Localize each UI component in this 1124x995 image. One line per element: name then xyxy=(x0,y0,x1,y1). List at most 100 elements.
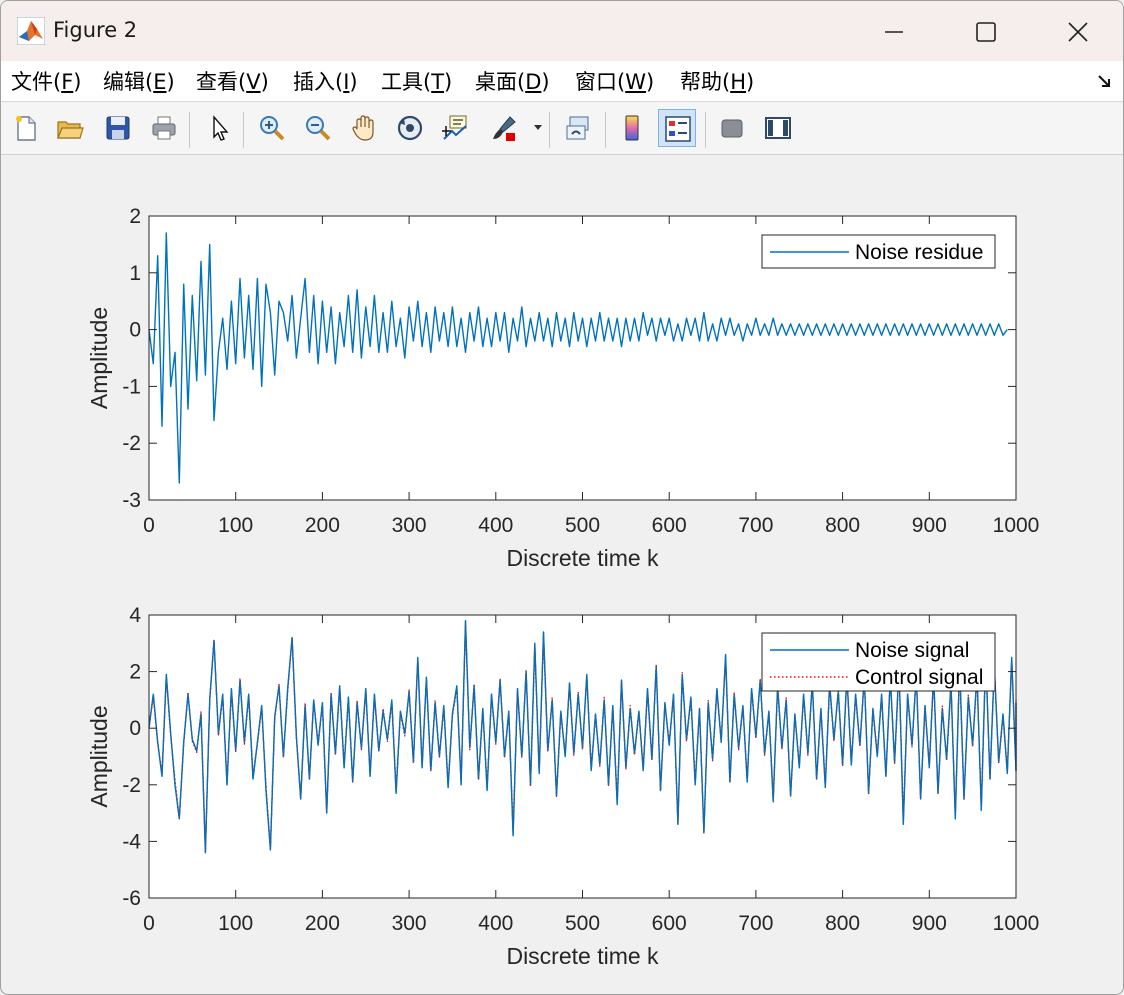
menu-insert[interactable]: 插入(I) xyxy=(293,70,358,94)
open-file-button[interactable] xyxy=(51,109,89,147)
menu-view[interactable]: 查看(V) xyxy=(196,70,269,94)
menu-file[interactable]: 文件(F) xyxy=(11,70,82,94)
y-tick-label: -3 xyxy=(122,489,141,512)
x-tick-label: 700 xyxy=(738,514,773,537)
brush-button[interactable] xyxy=(485,109,523,147)
x-tick-label: 300 xyxy=(392,912,427,935)
figure-toolbar xyxy=(1,101,1123,155)
toolbar-separator xyxy=(549,112,550,148)
legend: Noise signal Control signal xyxy=(761,632,996,692)
colorbar-button[interactable] xyxy=(613,109,651,147)
save-button[interactable] xyxy=(99,109,137,147)
link-plot-button[interactable] xyxy=(559,109,597,147)
legend-box xyxy=(761,632,996,692)
x-tick-label: 700 xyxy=(738,912,773,935)
colorbar-icon xyxy=(625,115,639,141)
new-figure-icon xyxy=(16,116,36,141)
show-plot-tools-icon xyxy=(765,117,791,139)
x-tick-label: 1000 xyxy=(993,514,1040,537)
hide-plot-tools-icon xyxy=(721,119,743,138)
new-figure-button[interactable] xyxy=(7,109,45,147)
axes-1: 0 100 200 300 400 500 600 700 800 900 1000 -3 -2 -1 0 1… xyxy=(86,205,1039,571)
zoom-in-button[interactable] xyxy=(253,109,291,147)
close-button[interactable] xyxy=(1031,1,1123,61)
edit-plot-arrow-icon xyxy=(213,115,229,141)
print-button[interactable] xyxy=(145,109,183,147)
edit-plot-button[interactable] xyxy=(201,109,239,147)
x-tick-label: 200 xyxy=(305,912,340,935)
minimize-button[interactable] xyxy=(847,1,939,61)
legend-entry: Control signal xyxy=(855,666,983,689)
rotate-3d-button[interactable] xyxy=(391,109,429,147)
y-tick-label: 4 xyxy=(129,604,141,627)
x-tick-label: 800 xyxy=(825,514,860,537)
menu-help[interactable]: 帮助(H) xyxy=(680,70,755,94)
close-icon xyxy=(1068,22,1088,42)
x-tick-label: 600 xyxy=(652,912,687,935)
figure-canvas[interactable]: 0 100 200 300 400 500 600 700 800 900 1000 -3 -2 -1 0 1… xyxy=(1,154,1124,995)
minimize-icon xyxy=(885,31,903,33)
legend-icon xyxy=(665,116,691,142)
toolbar-separator xyxy=(243,112,244,148)
y-axis-label: Amplitude xyxy=(86,307,112,409)
menu-desktop[interactable]: 桌面(D) xyxy=(475,70,550,94)
x-tick-label: 100 xyxy=(218,912,253,935)
y-tick-label: 0 xyxy=(129,319,141,342)
title-bar[interactable]: Figure 2 xyxy=(1,1,1123,61)
y-tick-label: 0 xyxy=(129,717,141,740)
x-tick-label: 500 xyxy=(565,514,600,537)
x-axis-label: Discrete time k xyxy=(506,545,659,571)
figure-plot[interactable]: 0 100 200 300 400 500 600 700 800 900 1000-3-2-101… xyxy=(1,154,1124,995)
x-tick-label: 500 xyxy=(565,912,600,935)
show-plot-tools-button[interactable] xyxy=(759,109,797,147)
print-icon xyxy=(152,116,176,140)
x-tick-label: 300 xyxy=(392,514,427,537)
zoom-out-icon xyxy=(306,116,331,141)
matlab-logo-icon xyxy=(17,17,45,45)
brush-icon xyxy=(493,116,516,141)
y-tick-label: -1 xyxy=(122,375,141,398)
pan-hand-icon xyxy=(352,115,374,141)
menu-edit[interactable]: 编辑(E) xyxy=(103,70,175,94)
zoom-out-button[interactable] xyxy=(299,109,337,147)
series-line-overlay xyxy=(148,620,1017,853)
x-tick-label: 900 xyxy=(912,514,947,537)
rotate-3d-icon xyxy=(397,115,423,141)
series-line-noise-residue xyxy=(148,232,1008,484)
x-tick-label: 800 xyxy=(825,912,860,935)
x-tick-label: 100 xyxy=(218,514,253,537)
y-tick-label: -2 xyxy=(122,774,141,797)
menu-bar: 文件(F) 编辑(E) 查看(V) 插入(I) 工具(T) 桌面(D) 窗口(W… xyxy=(1,61,1123,101)
x-axis-label: Discrete time k xyxy=(506,943,659,969)
pan-button[interactable] xyxy=(345,109,383,147)
data-cursor-icon xyxy=(442,115,467,140)
data-cursor-button[interactable] xyxy=(437,109,475,147)
y-tick-label: -4 xyxy=(122,830,141,853)
open-file-icon xyxy=(57,121,84,139)
y-tick-label: 1 xyxy=(129,262,141,285)
legend: Noise residue xyxy=(761,234,996,269)
toolbar-separator xyxy=(605,112,606,148)
maximize-icon xyxy=(976,22,996,42)
x-tick-label: 200 xyxy=(305,514,340,537)
y-tick-label: -6 xyxy=(122,887,141,910)
menu-window[interactable]: 窗口(W) xyxy=(575,70,655,94)
x-tick-label: 400 xyxy=(478,514,513,537)
maximize-button[interactable] xyxy=(939,1,1031,61)
x-tick-label: 400 xyxy=(478,912,513,935)
menu-tools[interactable]: 工具(T) xyxy=(381,70,453,94)
save-icon xyxy=(106,116,130,140)
hide-plot-tools-button[interactable] xyxy=(713,109,751,147)
dock-figure-icon[interactable] xyxy=(1097,73,1113,89)
x-tick-label: 600 xyxy=(652,514,687,537)
brush-dropdown-icon[interactable] xyxy=(533,124,543,132)
x-tick-label: 1000 xyxy=(993,912,1040,935)
x-tick-label: 0 xyxy=(143,514,155,537)
legend-entry: Noise signal xyxy=(855,639,969,662)
window-title: Figure 2 xyxy=(53,18,138,42)
legend-button[interactable] xyxy=(658,109,696,147)
y-tick-label: 2 xyxy=(129,661,141,684)
toolbar-separator xyxy=(189,112,190,148)
axes-2: 0 100 200 300 400 500 600 700 800 900 1000 -6 -4 -2 0 2… xyxy=(86,604,1039,969)
